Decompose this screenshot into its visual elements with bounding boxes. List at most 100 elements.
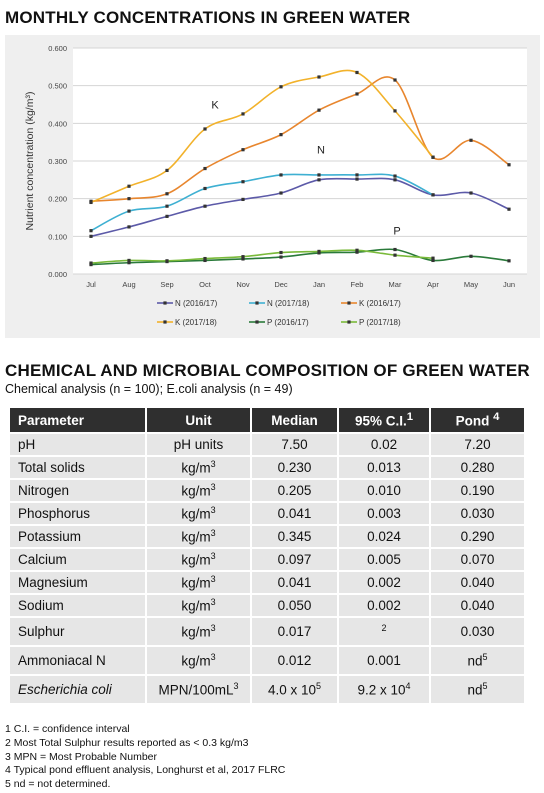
data-point [165,168,169,173]
cell-parameter: Phosphorus [8,501,147,526]
data-point [317,178,321,182]
data-point [279,255,283,259]
table-heading: CHEMICAL AND MICROBIAL COMPOSITION OF GR… [5,361,530,380]
cell-ci: 2 [337,616,431,647]
table-row: Calcium kg/m3 0.097 0.005 0.070 [8,547,526,572]
y-tick-label: 0.600 [48,44,67,53]
x-tick-label: Jun [503,280,515,289]
cell-unit: kg/m3 [145,547,252,572]
data-point [203,127,207,131]
table-row: Magnesium kg/m3 0.041 0.002 0.040 [8,570,526,595]
legend-label: N (2017/18) [267,299,310,308]
data-point [431,256,435,260]
cell-median: 0.050 [250,593,339,618]
cell-pond: 0.070 [429,547,526,572]
cell-median: 0.205 [250,478,339,503]
footnote: 3 MPN = Most Probable Number [5,750,158,763]
data-point [165,204,169,208]
header-median: Median [250,406,339,434]
y-tick-label: 0.200 [48,195,67,204]
data-point [431,155,435,159]
cell-parameter: Calcium [8,547,147,572]
data-point [279,173,283,177]
header-pond: Pond 4 [429,406,526,434]
series-line [90,69,434,204]
cell-unit: kg/m3 [145,593,252,618]
legend-marker [163,320,167,324]
cell-unit: pH units [145,432,252,457]
table-row: Sulphur kg/m3 0.017 2 0.030 [8,616,526,647]
table-row: Escherichia coli MPN/100mL3 4.0 x 105 9.2 x… [8,674,526,705]
composition-table: Parameter Unit Median 95% C.I.1 Pond 4 p… [8,406,526,705]
table-row: Total solids kg/m3 0.230 0.013 0.280 [8,455,526,480]
cell-parameter: Ammoniacal N [8,645,147,676]
data-point [393,178,397,182]
x-tick-label: Sep [160,280,173,289]
data-point [127,261,131,265]
data-point [393,109,397,113]
x-tick-label: Nov [236,280,250,289]
x-tick-label: May [464,280,478,289]
series-line [90,248,510,266]
data-point [507,207,511,211]
data-point [431,193,435,197]
data-point [165,192,169,196]
cell-parameter: Escherichia coli [8,674,147,705]
cell-parameter: Sulphur [8,616,147,647]
data-point [317,173,321,177]
cell-parameter: Potassium [8,524,147,549]
cell-pond: 0.040 [429,570,526,595]
cell-median: 0.230 [250,455,339,480]
cell-median: 0.017 [250,616,339,647]
series-annotation: P [393,225,400,237]
data-point [355,248,359,252]
cell-pond: 7.20 [429,432,526,457]
cell-unit: kg/m3 [145,501,252,526]
legend-marker [255,320,259,324]
table-header-row: Parameter Unit Median 95% C.I.1 Pond 4 [8,406,526,434]
x-tick-label: Apr [427,280,439,289]
data-point [317,249,321,253]
data-point [469,138,473,142]
data-point [279,133,283,137]
x-tick-label: Dec [274,280,288,289]
concentration-line-chart: 0.000 0.100 0.200 0.300 0.400 0.500 0.600 Jul Au… [24,44,527,327]
series-annotation: N [317,144,325,156]
data-point [393,174,397,178]
cell-median: 0.012 [250,645,339,676]
x-tick-label: Aug [122,280,135,289]
x-tick-label: Jul [86,280,96,289]
data-point [279,250,283,255]
x-tick-label: Feb [351,280,364,289]
series-line [90,249,434,264]
chart-heading: MONTHLY CONCENTRATIONS IN GREEN WATER [5,8,411,27]
cell-median: 7.50 [250,432,339,457]
legend-label: P (2016/17) [267,318,309,327]
cell-unit: MPN/100mL3 [145,674,252,705]
cell-unit: kg/m3 [145,455,252,480]
series-annotation: K [211,99,219,111]
data-point [127,225,131,229]
data-point [355,173,359,177]
cell-pond: 0.280 [429,455,526,480]
legend-marker [347,320,351,324]
data-point [241,257,245,261]
footnote: 1 C.I. = confidence interval [5,723,130,735]
cell-median: 0.097 [250,547,339,572]
cell-parameter: Total solids [8,455,147,480]
legend-label: P (2017/18) [359,318,401,327]
data-point [89,261,93,265]
y-tick-label: 0.300 [48,157,67,166]
table-row: Sodium kg/m3 0.050 0.002 0.040 [8,593,526,618]
data-point [317,75,321,79]
y-tick-label: 0.500 [48,82,67,91]
data-point [203,204,207,208]
table-row: Phosphorus kg/m3 0.041 0.003 0.030 [8,501,526,526]
data-point [165,214,169,218]
data-point [355,70,359,75]
header-ci: 95% C.I.1 [337,406,431,434]
cell-ci: 0.002 [337,570,431,595]
table-row: Potassium kg/m3 0.345 0.024 0.290 [8,524,526,549]
data-point [203,258,207,263]
y-tick-label: 0.400 [48,119,67,128]
